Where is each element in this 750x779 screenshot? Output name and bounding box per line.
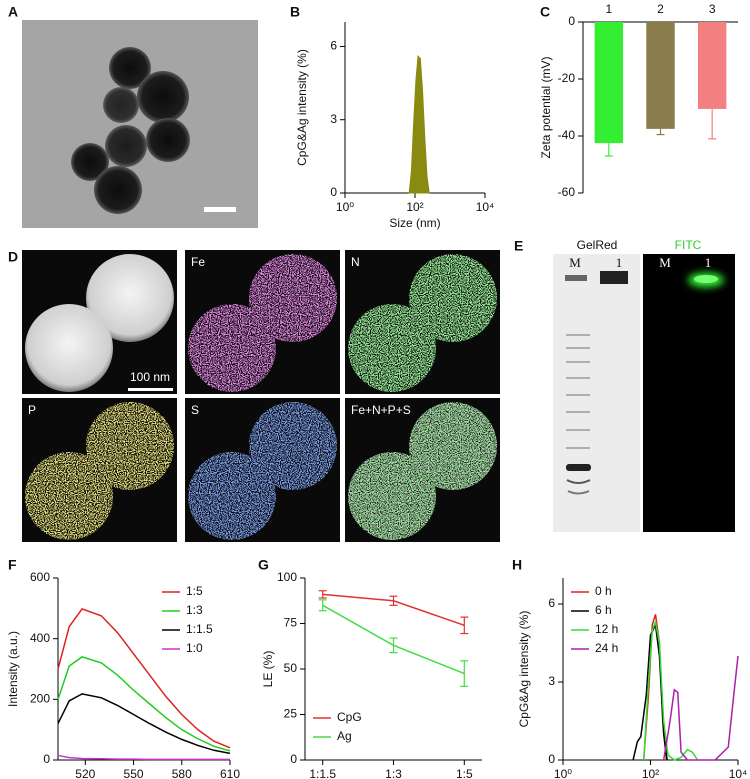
gel-image — [553, 254, 735, 532]
x-tick-label: 580 — [172, 767, 192, 779]
legend-label: 1:1.5 — [186, 622, 213, 636]
x-tick-label: 520 — [75, 767, 95, 779]
y-tick-label: 3 — [330, 112, 337, 126]
series-line — [57, 754, 230, 761]
eds-maps: 100 nm Fe N P S Fe+N+P+S — [22, 250, 500, 542]
stain-label: FITC — [675, 238, 702, 252]
scale-bar-label: 100 nm — [130, 370, 170, 384]
series-line — [57, 656, 231, 752]
legend-label: 12 h — [595, 622, 618, 636]
panel-letter: A — [8, 4, 18, 20]
panel-letter: B — [290, 4, 300, 20]
y-axis-label: Intensity (a.u.) — [6, 631, 20, 707]
panel-letter: G — [258, 557, 269, 573]
legend-label: 0 h — [595, 584, 612, 598]
lane-label: M — [659, 255, 671, 270]
y-tick-label: 0 — [43, 752, 50, 766]
y-axis-label: CpG&Ag intensity (%) — [295, 49, 309, 166]
x-tick-label: 550 — [124, 767, 144, 779]
y-tick-label: 3 — [548, 674, 555, 688]
lane-label: 1 — [705, 255, 712, 270]
x-tick-label: 10⁴ — [476, 200, 495, 214]
bar — [697, 22, 727, 109]
bar — [646, 22, 675, 129]
y-tick-label: 6 — [330, 39, 337, 53]
y-tick-label: 0 — [568, 14, 575, 28]
y-tick-label: 25 — [284, 707, 298, 721]
series-line — [662, 655, 739, 761]
series-line — [57, 608, 231, 749]
legend-label: 1:3 — [186, 603, 203, 617]
element-label: P — [28, 403, 36, 417]
legend-label: Ag — [337, 729, 352, 743]
x-tick-label: 10² — [406, 200, 423, 214]
y-tick-label: 0 — [290, 752, 297, 766]
series-line — [57, 693, 231, 755]
lane-label: 1 — [616, 255, 623, 270]
element-label: Fe — [191, 255, 205, 269]
legend-label: 6 h — [595, 603, 612, 617]
panel-letter: E — [514, 238, 523, 254]
legend-label: CpG — [337, 710, 362, 724]
series-line — [642, 619, 699, 761]
bar — [594, 22, 624, 144]
x-tick-label: 1:3 — [385, 767, 402, 779]
legend-label: 1:5 — [186, 584, 203, 598]
element-label: N — [351, 255, 360, 269]
element-label: S — [191, 403, 199, 417]
legend-label: 24 h — [595, 641, 618, 655]
y-tick-label: 75 — [284, 616, 298, 630]
panel-letter: C — [540, 4, 550, 20]
x-tick-label: 10⁴ — [729, 767, 748, 779]
x-tick-label: 2 — [657, 2, 664, 16]
y-tick-label: 6 — [548, 596, 555, 610]
element-label: Fe+N+P+S — [351, 403, 411, 417]
y-tick-label: 0 — [330, 185, 337, 199]
panel-letter: H — [512, 557, 522, 573]
legend-label: 1:0 — [186, 641, 203, 655]
x-tick-label: 10² — [642, 767, 659, 779]
y-tick-label: -40 — [558, 128, 576, 142]
stain-label: GelRed — [577, 238, 618, 252]
x-tick-label: 10⁰ — [336, 200, 354, 214]
y-axis-label: LE (%) — [261, 651, 275, 688]
x-tick-label: 1:1.5 — [309, 767, 336, 779]
y-tick-label: 100 — [277, 570, 297, 584]
x-tick-label: 3 — [709, 2, 716, 16]
y-tick-label: 400 — [30, 631, 50, 645]
y-tick-label: 600 — [30, 570, 50, 584]
x-tick-label: 1:5 — [456, 767, 473, 779]
y-tick-label: -60 — [558, 185, 576, 199]
distribution-area — [408, 55, 430, 194]
x-tick-label: 10⁰ — [554, 767, 572, 779]
x-axis-label: Size (nm) — [389, 216, 440, 230]
panel-letter: F — [8, 557, 17, 573]
panel-letter: D — [8, 249, 18, 265]
x-tick-label: 1 — [605, 2, 612, 16]
y-tick-label: 0 — [548, 752, 555, 766]
tem-image — [22, 20, 258, 228]
x-tick-label: 610 — [220, 767, 240, 779]
y-axis-label: Zeta potential (mV) — [539, 56, 553, 158]
y-axis-label: CpG&Ag intensity (%) — [517, 611, 531, 728]
y-tick-label: -20 — [558, 71, 576, 85]
y-tick-label: 200 — [30, 692, 50, 706]
lane-label: M — [569, 255, 581, 270]
y-tick-label: 50 — [284, 661, 298, 675]
